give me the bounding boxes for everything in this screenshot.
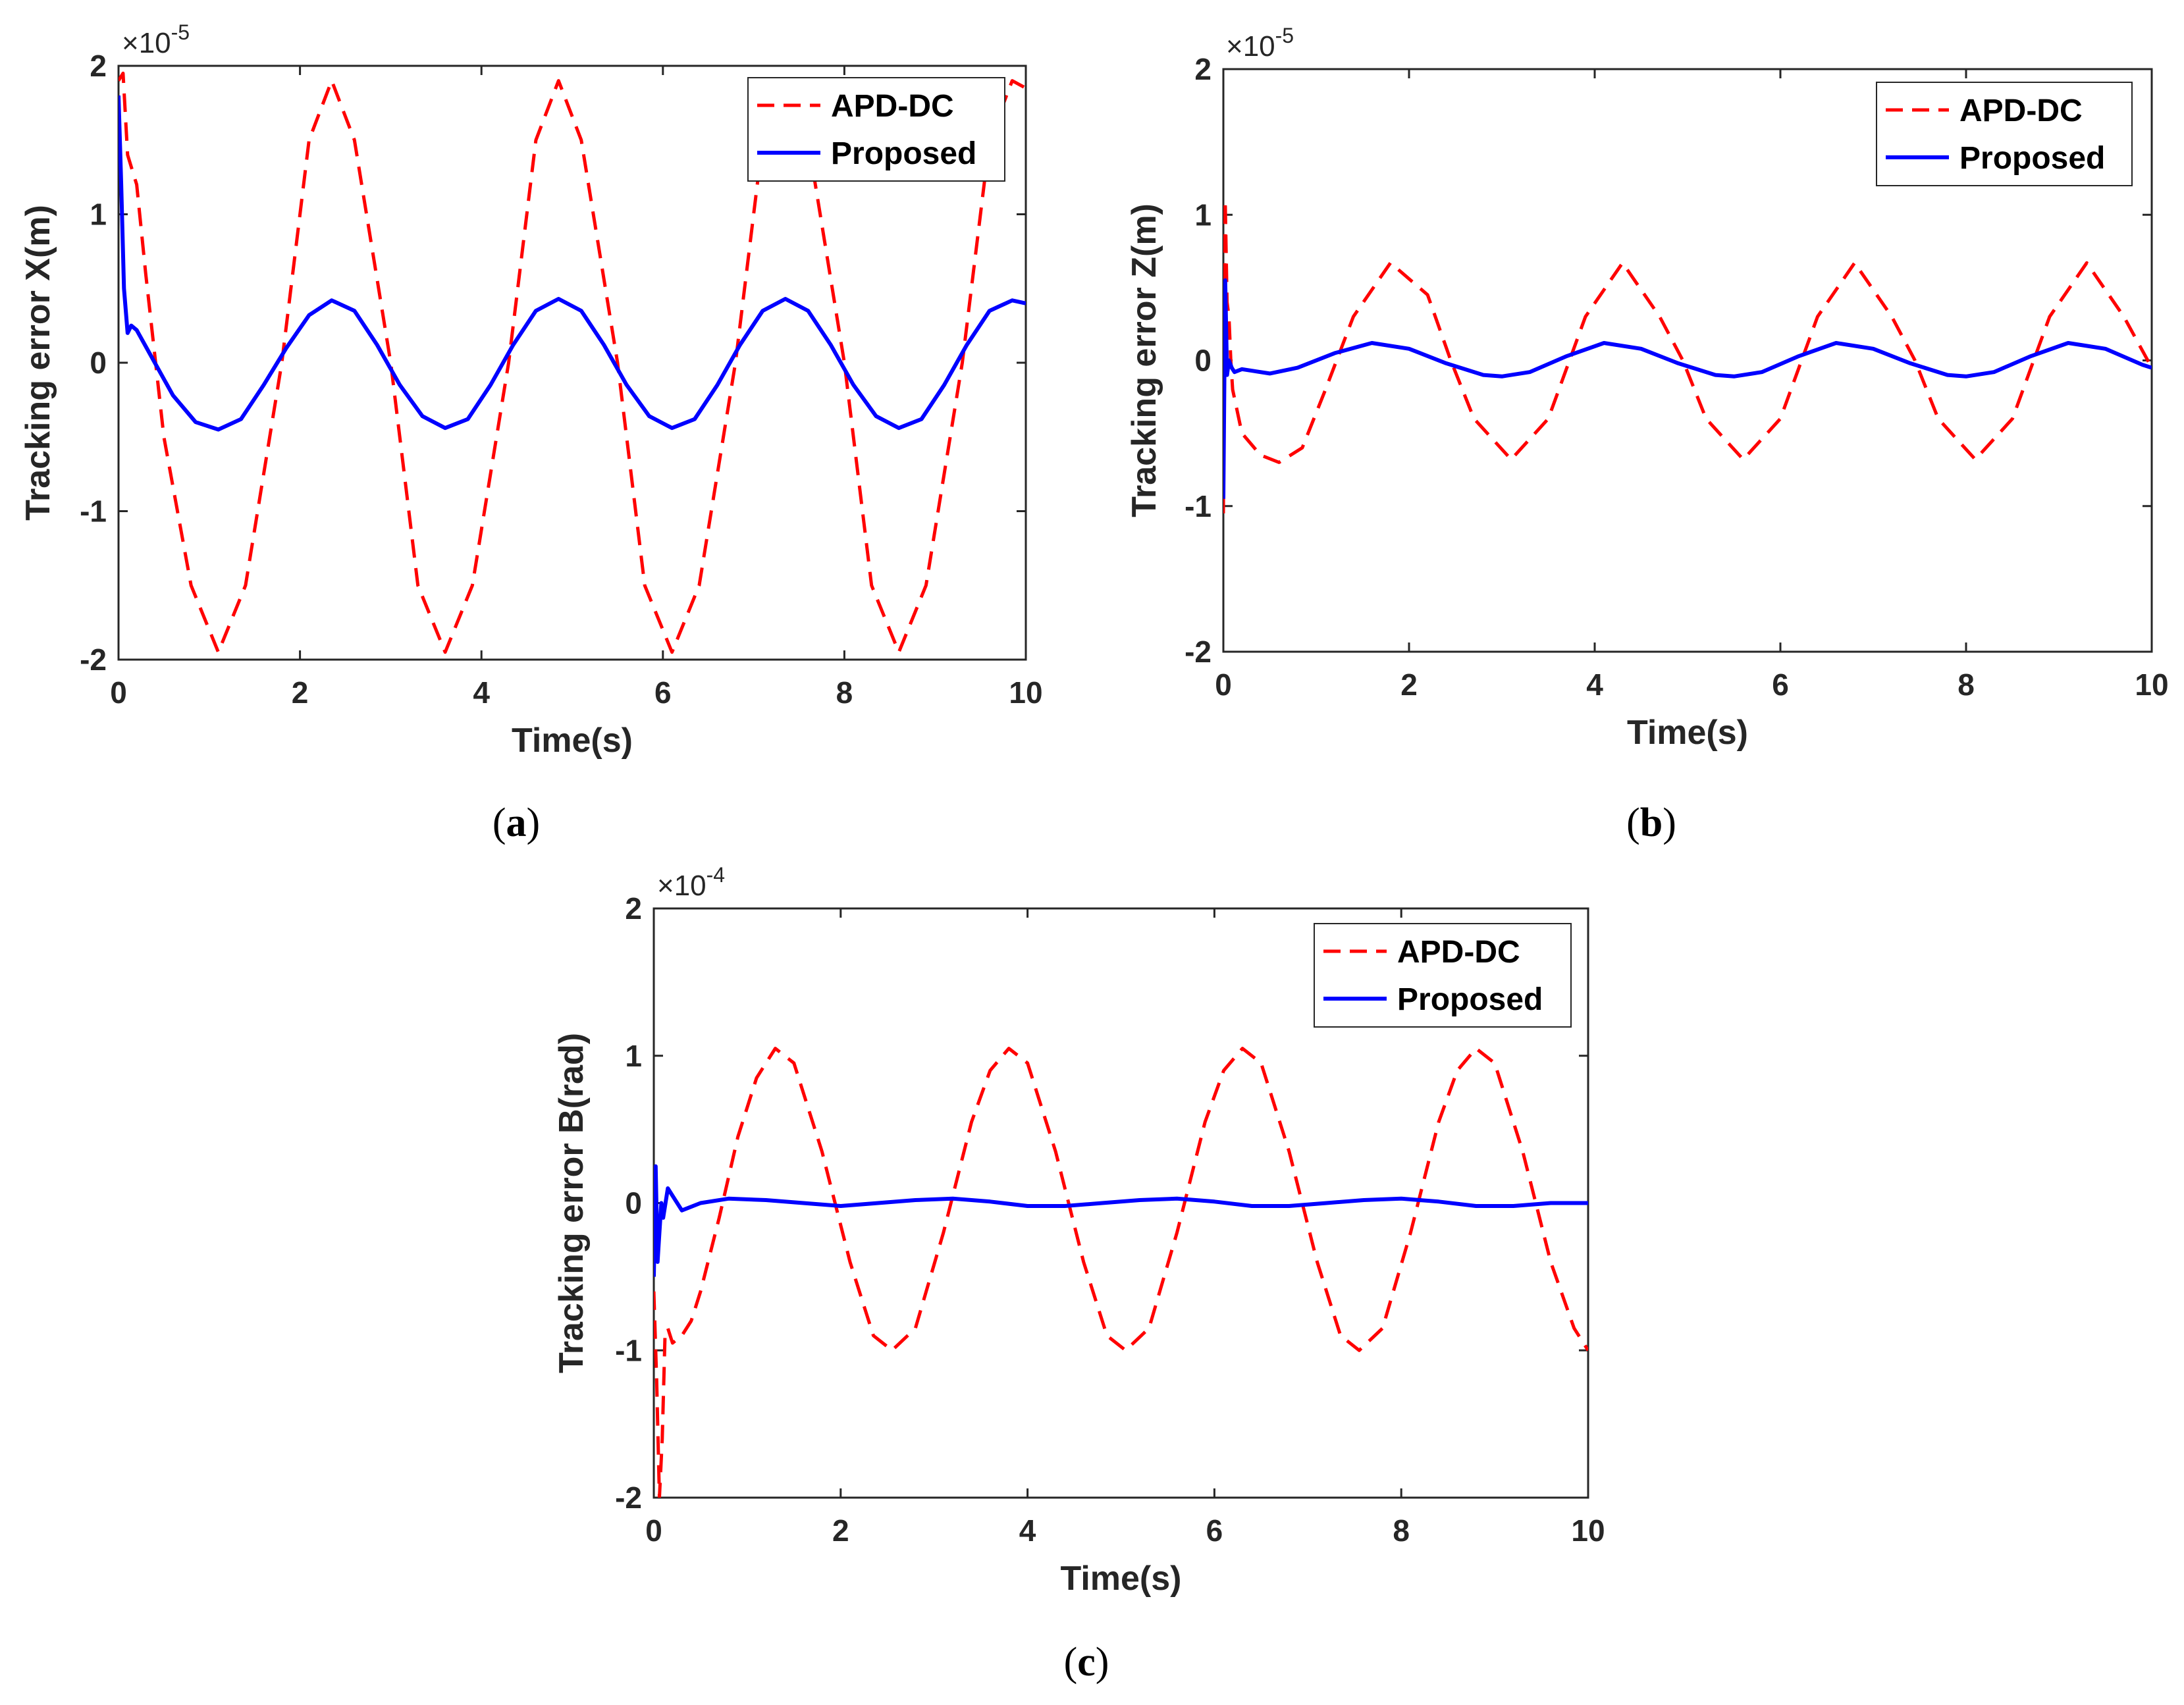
y-tick-label: -2 (615, 1481, 642, 1515)
legend-label-proposed: Proposed (1397, 982, 1543, 1017)
legend: APD-DC Proposed (1876, 82, 2133, 186)
series-line-proposed (119, 95, 1026, 432)
series-line-apd-dc (119, 71, 1026, 654)
x-tick-label: 10 (1009, 675, 1042, 710)
y-axis-label: Tracking error B(rad) (552, 1033, 591, 1373)
panel-caption: (c) (1064, 1640, 1109, 1685)
x-tick-label: 4 (473, 675, 490, 710)
series-line-apd-dc (1223, 198, 2152, 513)
x-axis-label: Time(s) (512, 721, 633, 760)
x-tick-label: 6 (1206, 1513, 1223, 1548)
y-tick-label: 0 (625, 1186, 642, 1220)
x-tick-label: 8 (836, 675, 853, 710)
y-tick-label: 0 (1194, 344, 1212, 378)
y-tick-label: 1 (90, 197, 107, 232)
panel-caption: (b) (1626, 800, 1676, 845)
y-tick-label: 2 (1194, 52, 1212, 86)
x-tick-label: 2 (292, 675, 309, 710)
legend-label-apd-dc: APD-DC (1959, 93, 2083, 128)
legend-label-proposed: Proposed (1959, 141, 2105, 176)
y-tick-label: 0 (90, 346, 107, 380)
chart-panel-b: 0 2 4 6 8 10 -2 -1 0 1 2 ×10-5 Time(s) Tracking error… (1125, 24, 2169, 845)
y-exponent-label: ×10-5 (122, 20, 190, 59)
y-exponent-label: ×10-4 (657, 863, 725, 902)
y-tick-label: -2 (80, 643, 107, 677)
legend: APD-DC Proposed (747, 77, 1005, 182)
x-tick-label: 0 (645, 1513, 662, 1548)
x-tick-label: 2 (832, 1513, 849, 1548)
y-tick-label: -1 (80, 494, 107, 529)
panel-caption: (a) (493, 800, 540, 845)
legend-label-apd-dc: APD-DC (831, 89, 954, 124)
legend-label-apd-dc: APD-DC (1397, 935, 1520, 970)
legend-box (1314, 923, 1572, 1028)
y-tick-label: -2 (1185, 635, 1212, 669)
y-exponent-label: ×10-5 (1226, 24, 1294, 63)
x-tick-label: 4 (1019, 1513, 1036, 1548)
x-axis-label: Time(s) (1627, 714, 1748, 752)
x-tick-label: 0 (1215, 668, 1232, 702)
y-tick-label: 1 (625, 1039, 642, 1073)
x-tick-label: 6 (1772, 668, 1789, 702)
legend-box (1876, 82, 2133, 186)
y-tick-label: -1 (615, 1333, 642, 1367)
y-tick-label: -1 (1185, 489, 1212, 523)
x-tick-label: 10 (2135, 668, 2168, 702)
x-tick-label: 6 (654, 675, 672, 710)
series-line-proposed (1223, 278, 2152, 499)
chart-panel-a: 0 2 4 6 8 10 -2 -1 0 1 2 ×10-5 Time(s) Tracking error… (19, 20, 1043, 845)
y-tick-label: 2 (625, 891, 642, 926)
legend-label-proposed: Proposed (831, 136, 976, 171)
x-tick-label: 10 (1571, 1513, 1605, 1548)
series-line-apd-dc (654, 1047, 1588, 1498)
x-tick-label: 2 (1400, 668, 1418, 702)
y-tick-label: 2 (90, 49, 107, 83)
x-tick-label: 8 (1393, 1513, 1410, 1548)
y-axis-label: Tracking error X(m) (19, 205, 57, 521)
chart-panel-c: 0 2 4 6 8 10 -2 -1 0 1 2 ×10-4 Time(s) Tracking error… (552, 863, 1605, 1685)
y-tick-label: 1 (1194, 197, 1212, 232)
x-tick-label: 4 (1586, 668, 1603, 702)
x-tick-label: 8 (1958, 668, 1975, 702)
x-tick-label: 0 (110, 675, 127, 710)
series-line-proposed (654, 1164, 1588, 1277)
y-axis-label: Tracking error Z(m) (1125, 203, 1163, 517)
legend: APD-DC Proposed (1314, 923, 1572, 1028)
legend-box (747, 77, 1005, 182)
x-axis-label: Time(s) (1061, 1560, 1182, 1598)
